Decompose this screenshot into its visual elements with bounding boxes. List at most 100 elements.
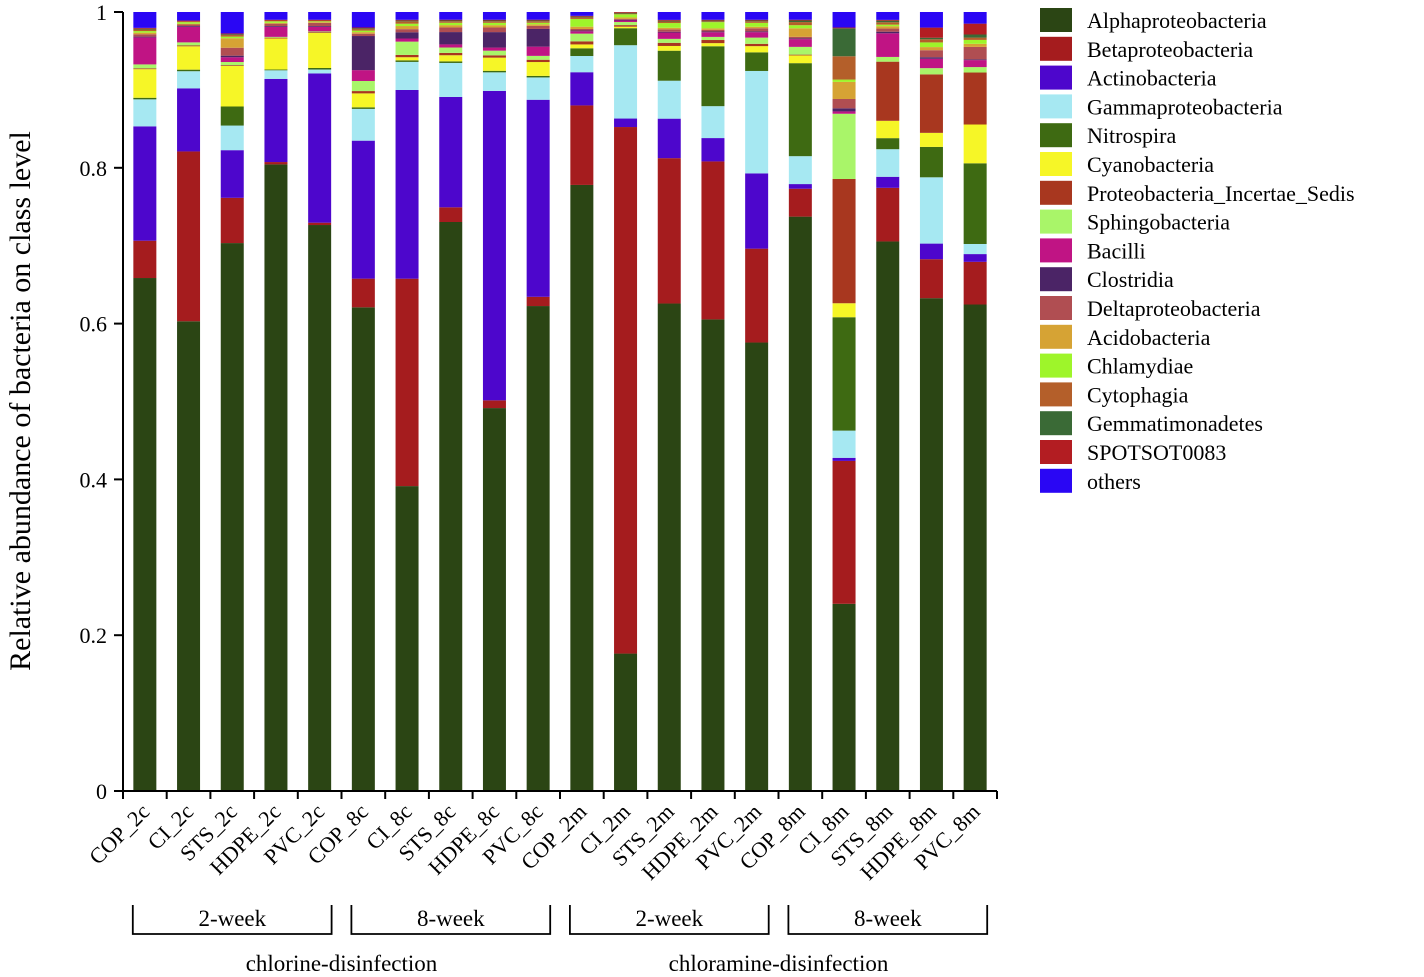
legend-swatch-bacilli (1040, 238, 1072, 263)
bar-segment-pvc-2c-gammaproteobacteria (308, 69, 332, 74)
bar-segment-ci-2c-sphingobacteria (177, 42, 201, 46)
bar-segment-pvc-8m-cyanobacteria (963, 124, 987, 164)
bar-segment-hdpe-2m-gammaproteobacteria (701, 106, 725, 139)
bar-segment-pvc-2m-bacilli (745, 32, 769, 38)
y-tick-label: 0.2 (80, 623, 108, 648)
bar-segment-pvc-2c-proteobacteria-incertae-sedis (308, 32, 332, 33)
bar-segment-pvc-2c-cyanobacteria (308, 32, 332, 68)
bar-segment-pvc-2c-actinobacteria (308, 73, 332, 223)
bar-segment-ci-2c-chlamydiae (177, 22, 201, 24)
bar-segment-cop-8c-actinobacteria (351, 140, 375, 279)
bar-segment-sts-2c-clostridia (220, 55, 244, 58)
legend-label-sphingobacteria: Sphingobacteria (1087, 210, 1230, 235)
bar-segment-pvc-2c-sphingobacteria (308, 31, 332, 33)
bar-segment-sts-2c-chlamydiae (220, 36, 244, 39)
bar-segment-ci-8m-betaproteobacteria (832, 460, 856, 604)
bar-segment-sts-2c-deltaproteobacteria (220, 47, 244, 56)
bar-segment-pvc-2c-alphaproteobacteria (308, 225, 332, 791)
bar-segment-cop-8m-bacilli (788, 39, 812, 47)
bar-segment-hdpe-2m-acidobacteria (701, 28, 725, 30)
bar-segment-hdpe-2c-deltaproteobacteria (264, 23, 288, 26)
bar-segment-pvc-8m-proteobacteria-incertae-sedis (963, 72, 987, 125)
bar-segment-ci-2m-acidobacteria (614, 17, 638, 19)
bar-segment-sts-2c-gammaproteobacteria (220, 125, 244, 151)
bar-segment-sts-8m-acidobacteria (876, 26, 900, 29)
bar-segment-sts-8c-others (439, 12, 463, 20)
bar-segment-pvc-2c-acidobacteria (308, 22, 332, 23)
bar-segment-hdpe-8m-spotsot0083 (919, 27, 943, 38)
bar-segment-ci-8c-bacilli (395, 38, 419, 42)
bar-segment-sts-2c-spotsot0083 (220, 33, 244, 35)
bar-segment-ci-8m-bacilli (832, 111, 856, 114)
bar-segment-ci-8c-spotsot0083 (395, 19, 419, 21)
bar-segment-pvc-8m-bacilli (963, 60, 987, 68)
bar-segment-sts-2m-actinobacteria (657, 118, 681, 159)
legend-swatch-gemmatimonadetes (1040, 411, 1072, 436)
bar-segment-hdpe-2m-cyanobacteria (701, 43, 725, 47)
legend-label-bacilli: Bacilli (1087, 238, 1146, 263)
bar-segment-ci-8c-chlamydiae (395, 23, 419, 27)
bar-segment-hdpe-2m-others (701, 12, 725, 20)
bar-segment-sts-8m-actinobacteria (876, 176, 900, 188)
legend-swatch-spotsot0083 (1040, 440, 1072, 464)
bar-segment-hdpe-8m-cytophagia (919, 39, 943, 43)
bar-segment-cop-2c-others (133, 12, 157, 28)
bar-segment-pvc-8c-spotsot0083 (526, 19, 550, 21)
bar-segment-ci-8m-chlamydiae (832, 79, 856, 82)
bar-segment-ci-2m-gemmatimonadetes (614, 12, 638, 14)
bar-segment-pvc-8m-spotsot0083 (963, 23, 987, 35)
bar-segment-ci-8m-spotsot0083 (832, 27, 856, 29)
bar-segment-pvc-8c-betaproteobacteria (526, 296, 550, 307)
legend-swatch-chlamydiae (1040, 353, 1072, 378)
bar-segment-cop-2m-acidobacteria (570, 26, 594, 29)
y-tick-label: 0.4 (80, 467, 108, 492)
bar-segment-hdpe-8m-nitrospira (919, 146, 943, 178)
bar-segment-sts-2m-gammaproteobacteria (657, 80, 681, 119)
bar-segment-cop-2c-sphingobacteria (133, 64, 157, 69)
bar-segment-cop-8m-sphingobacteria (788, 46, 812, 55)
bar-segment-ci-2c-bacilli (177, 26, 201, 43)
bar-segment-cop-8c-clostridia (351, 36, 375, 71)
bar-segment-sts-8c-gemmatimonadetes (439, 20, 463, 22)
bar-segment-hdpe-2c-gammaproteobacteria (264, 70, 288, 79)
bar-stacks (133, 12, 987, 791)
bar-segment-sts-2c-others (220, 12, 244, 34)
bar-segment-cop-2c-nitrospira (133, 97, 157, 100)
bar-segment-sts-2m-acidobacteria (657, 27, 681, 30)
bar-segment-sts-2c-actinobacteria (220, 150, 244, 198)
bar-segment-sts-2c-alphaproteobacteria (220, 243, 244, 791)
bar-segment-cop-8m-betaproteobacteria (788, 188, 812, 217)
bar-segment-sts-2m-clostridia (657, 31, 681, 33)
legend-swatch-cytophagia (1040, 382, 1072, 407)
bar-segment-pvc-8c-gemmatimonadetes (526, 20, 550, 22)
bar-segment-cop-8m-nitrospira (788, 63, 812, 157)
legend-label-proteobacteria-incertae-sedis: Proteobacteria_Incertae_Sedis (1087, 181, 1355, 206)
bar-segment-cop-2c-cytophagia (133, 29, 157, 32)
bar-segment-cop-2m-actinobacteria (570, 72, 594, 106)
bar-segment-cop-2m-betaproteobacteria (570, 105, 594, 185)
bar-segment-sts-8c-clostridia (439, 32, 463, 45)
bar-segment-hdpe-8c-acidobacteria (482, 25, 506, 28)
bar-segment-ci-8m-cytophagia (832, 56, 856, 80)
bar-segment-cop-2m-deltaproteobacteria (570, 28, 594, 31)
bar-segment-sts-8c-gammaproteobacteria (439, 62, 463, 97)
bar-segment-hdpe-2m-sphingobacteria (701, 36, 725, 41)
bar-segment-pvc-8c-chlamydiae (526, 22, 550, 25)
bar-segment-sts-8c-sphingobacteria (439, 47, 463, 53)
y-tick-label: 0.8 (80, 156, 108, 181)
bar-segment-sts-8c-chlamydiae (439, 22, 463, 26)
bar-segment-hdpe-8c-clostridia (482, 32, 506, 48)
bar-segment-ci-2m-alphaproteobacteria (614, 653, 638, 791)
bar-segment-pvc-8m-cytophagia (963, 37, 987, 40)
bar-segment-hdpe-8m-acidobacteria (919, 47, 943, 51)
y-tick-label: 0 (96, 779, 107, 804)
bar-segment-ci-2c-deltaproteobacteria (177, 24, 201, 27)
bar-segment-pvc-2c-betaproteobacteria (308, 222, 332, 226)
bar-segment-ci-8c-clostridia (395, 32, 419, 39)
bar-segment-ci-2c-spotsot0083 (177, 20, 201, 22)
legend-swatch-deltaproteobacteria (1040, 296, 1072, 320)
bar-segment-cop-2c-betaproteobacteria (133, 240, 157, 279)
bar-segment-pvc-2c-chlamydiae (308, 21, 332, 23)
bar-segment-sts-8m-cytophagia (876, 22, 900, 25)
supergroup-label-chloramine-disinfection: chloramine-disinfection (669, 951, 889, 976)
